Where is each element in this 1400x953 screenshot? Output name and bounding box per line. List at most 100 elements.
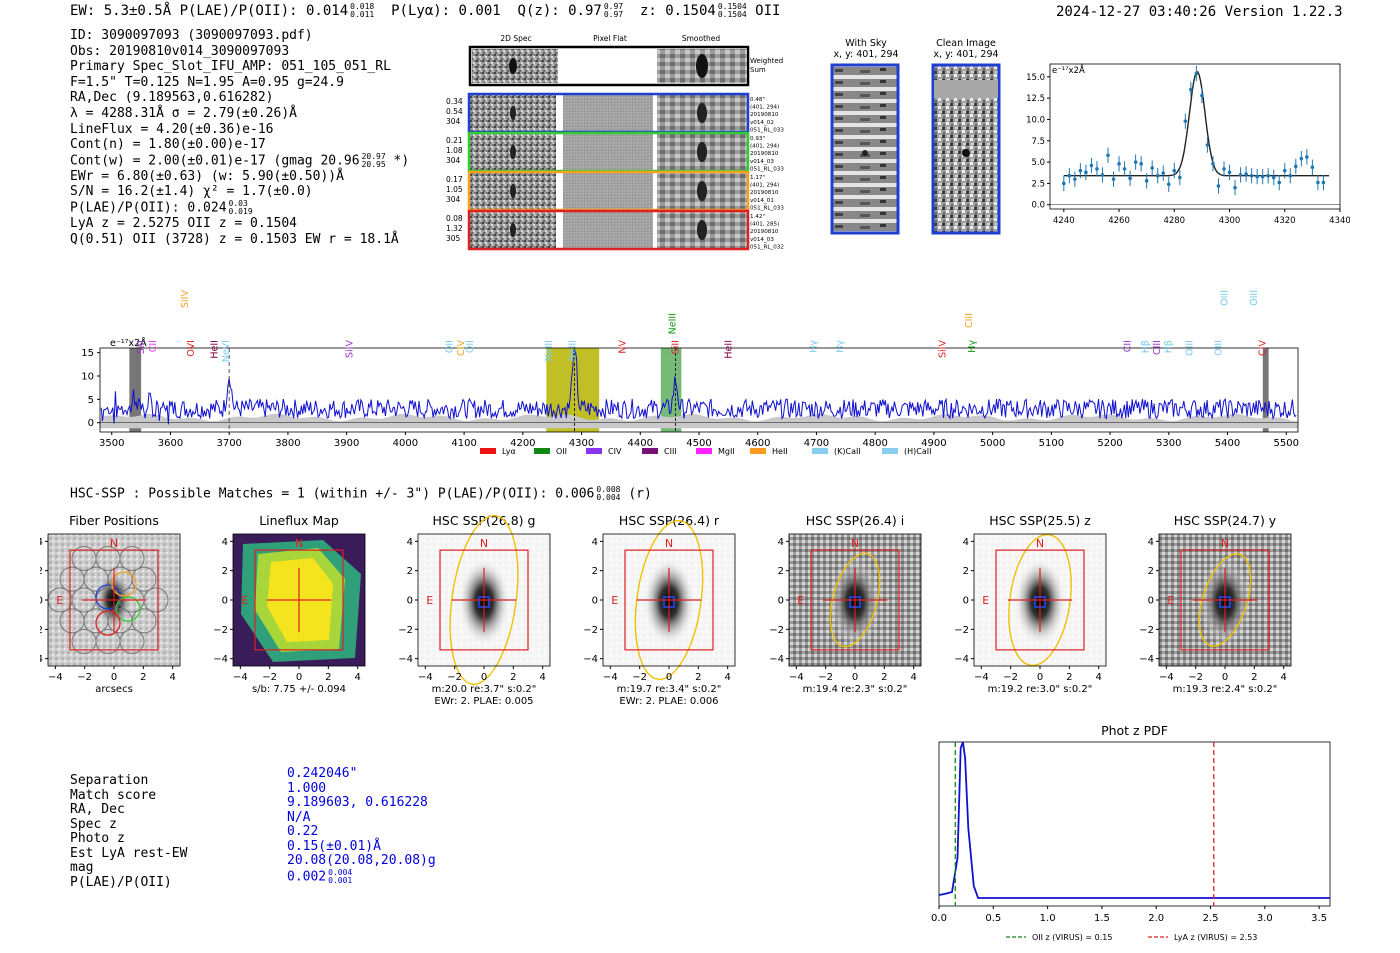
cutout-source-spot [510,145,516,159]
y-tick-label: 4 [592,537,598,548]
x-tick-label: 2 [140,672,146,683]
data-point [1194,71,1199,76]
search-box [1180,549,1270,651]
cutout-detail: 1.17" [750,175,765,181]
line-label: Hβ [1164,340,1175,353]
y-tick-label: 5.0 [1031,158,1045,168]
x-tick-label: 2 [325,672,331,683]
info-sn: S/N = 16.2(±1.4) χ² = 1.7(±0.0) [70,184,313,200]
north-label: N [665,537,673,550]
panel-xlabel2: EWr: 2. PLAE: 0.005 [434,696,533,707]
with-sky-image [830,63,900,235]
x-tick-label: 3.0 [1257,913,1273,924]
col-header-smoothed: Smoothed [682,34,721,43]
sky-images [830,63,1001,235]
x-tick-label: 2 [1066,672,1072,683]
data-point [1260,174,1265,179]
data-point [1321,180,1326,185]
legend-swatch [642,448,658,454]
north-label: N [851,537,859,550]
x-tick-label: 4800 [862,438,887,449]
x-tick-label: 2.0 [1148,913,1164,924]
line-label: CIII [1152,340,1163,355]
x-tick-label: −2 [262,672,277,683]
y-tick-label: −2 [769,625,784,636]
match-keys: Separation Match score RA, Dec Spec z Ph… [70,773,188,890]
cutout-source-spot-smoothed [697,103,707,123]
line-label: NeVI [221,340,232,362]
x-tick-label: 4 [1280,672,1286,683]
y-tick-label: 0 [222,596,228,607]
cutout-val2: 1.32 [446,224,463,233]
y-tick-label: 15 [81,348,94,359]
legend-lya-label: LyA z (VIRUS) = 2.53 [1174,933,1257,942]
x-tick-label: 0.5 [985,913,1001,924]
x-tick-label: −2 [77,672,92,683]
info-primary: Primary Spec_Slot_IFU_AMP: 051_105_051_R… [70,59,391,75]
cutout-detail: 20190810 [750,151,779,157]
legend-oii-label: OII z (VIRUS) = 0.15 [1032,933,1112,942]
legend-label: HeII [772,447,788,456]
x-tick-label: 1.0 [1040,913,1056,924]
y-tick-label: −2 [398,625,413,636]
fiber-circle [59,566,85,592]
info-params: F=1.5" T=0.125 N=1.95 A=0.95 g=24.9 [70,74,344,90]
line-label: NeIII [568,340,579,361]
x-tick-label: 2 [695,672,701,683]
legend-swatch [882,448,898,454]
x-tick-label: 4340 [1329,216,1350,226]
gray-bar [1262,348,1269,432]
legend-label: (H)CaII [904,447,931,456]
x-tick-label: 4200 [510,438,535,449]
fiber-circle [119,629,145,655]
east-label: E [56,594,63,607]
cutout-detail: v014_01 [750,198,774,204]
line-label: HeII [209,340,220,359]
line-label: CIV [456,340,467,356]
x-tick-label: 4300 [569,438,594,449]
data-point [1305,155,1309,159]
line-label: CIII [964,313,975,328]
data-point [1211,161,1215,166]
data-point [1288,173,1293,178]
x-tick-label: −2 [1003,672,1018,683]
x-tick-label: 2 [510,672,516,683]
legend-label: (K)CaII [834,447,861,456]
with-sky-title: With Sky x, y: 401, 294 [833,38,899,60]
x-tick-label: 4280 [1163,216,1185,226]
y-tick-label: −4 [398,654,413,665]
cutout-detail: v014_02 [750,120,774,126]
fiber-circle [131,566,157,592]
line-label: NV [618,340,629,354]
y-tick-label: 2 [222,566,228,577]
info-block: ID: 3090097093 (3090097093.pdf) Obs: 201… [70,28,409,247]
panel-xlabel: m:19.7 re:3.4" s:0.2" [617,684,722,695]
y-tick-label: −2 [1139,625,1154,636]
info-obs: Obs: 20190810v014_3090097093 [70,43,290,59]
x-tick-label: 4400 [628,438,653,449]
line-label: OIII [1220,290,1231,306]
clean-image-title: Clean Image x, y: 401, 294 [933,38,999,60]
x-tick-label: −2 [1188,672,1203,683]
east-label: E [982,594,989,607]
header-plya: P(Lyα): 0.001 [391,3,501,19]
x-tick-label: −4 [1159,672,1174,683]
fiber-circle-orange [111,571,137,597]
fiber-circle-green [115,596,141,622]
panel-xlabel: m:19.3 re:2.4" s:0.2" [1173,684,1278,695]
panel-xlabel: s/b: 7.75 +/- 0.094 [252,684,346,695]
y-tick-label: 2.5 [1031,179,1045,189]
y-tick-label: 2 [40,566,43,577]
info-contw: Cont(w) = 2.00(±0.01)e-17 (gmag 20.96 20.… [70,151,410,169]
data-point [1238,173,1243,177]
x-tick-label: 4 [169,672,175,683]
data-point [1266,173,1270,178]
y-tick-label: −2 [583,625,598,636]
line-label: SiIV [180,290,191,308]
cutout-source-spot-smoothed [697,181,707,201]
data-point [1222,167,1226,171]
